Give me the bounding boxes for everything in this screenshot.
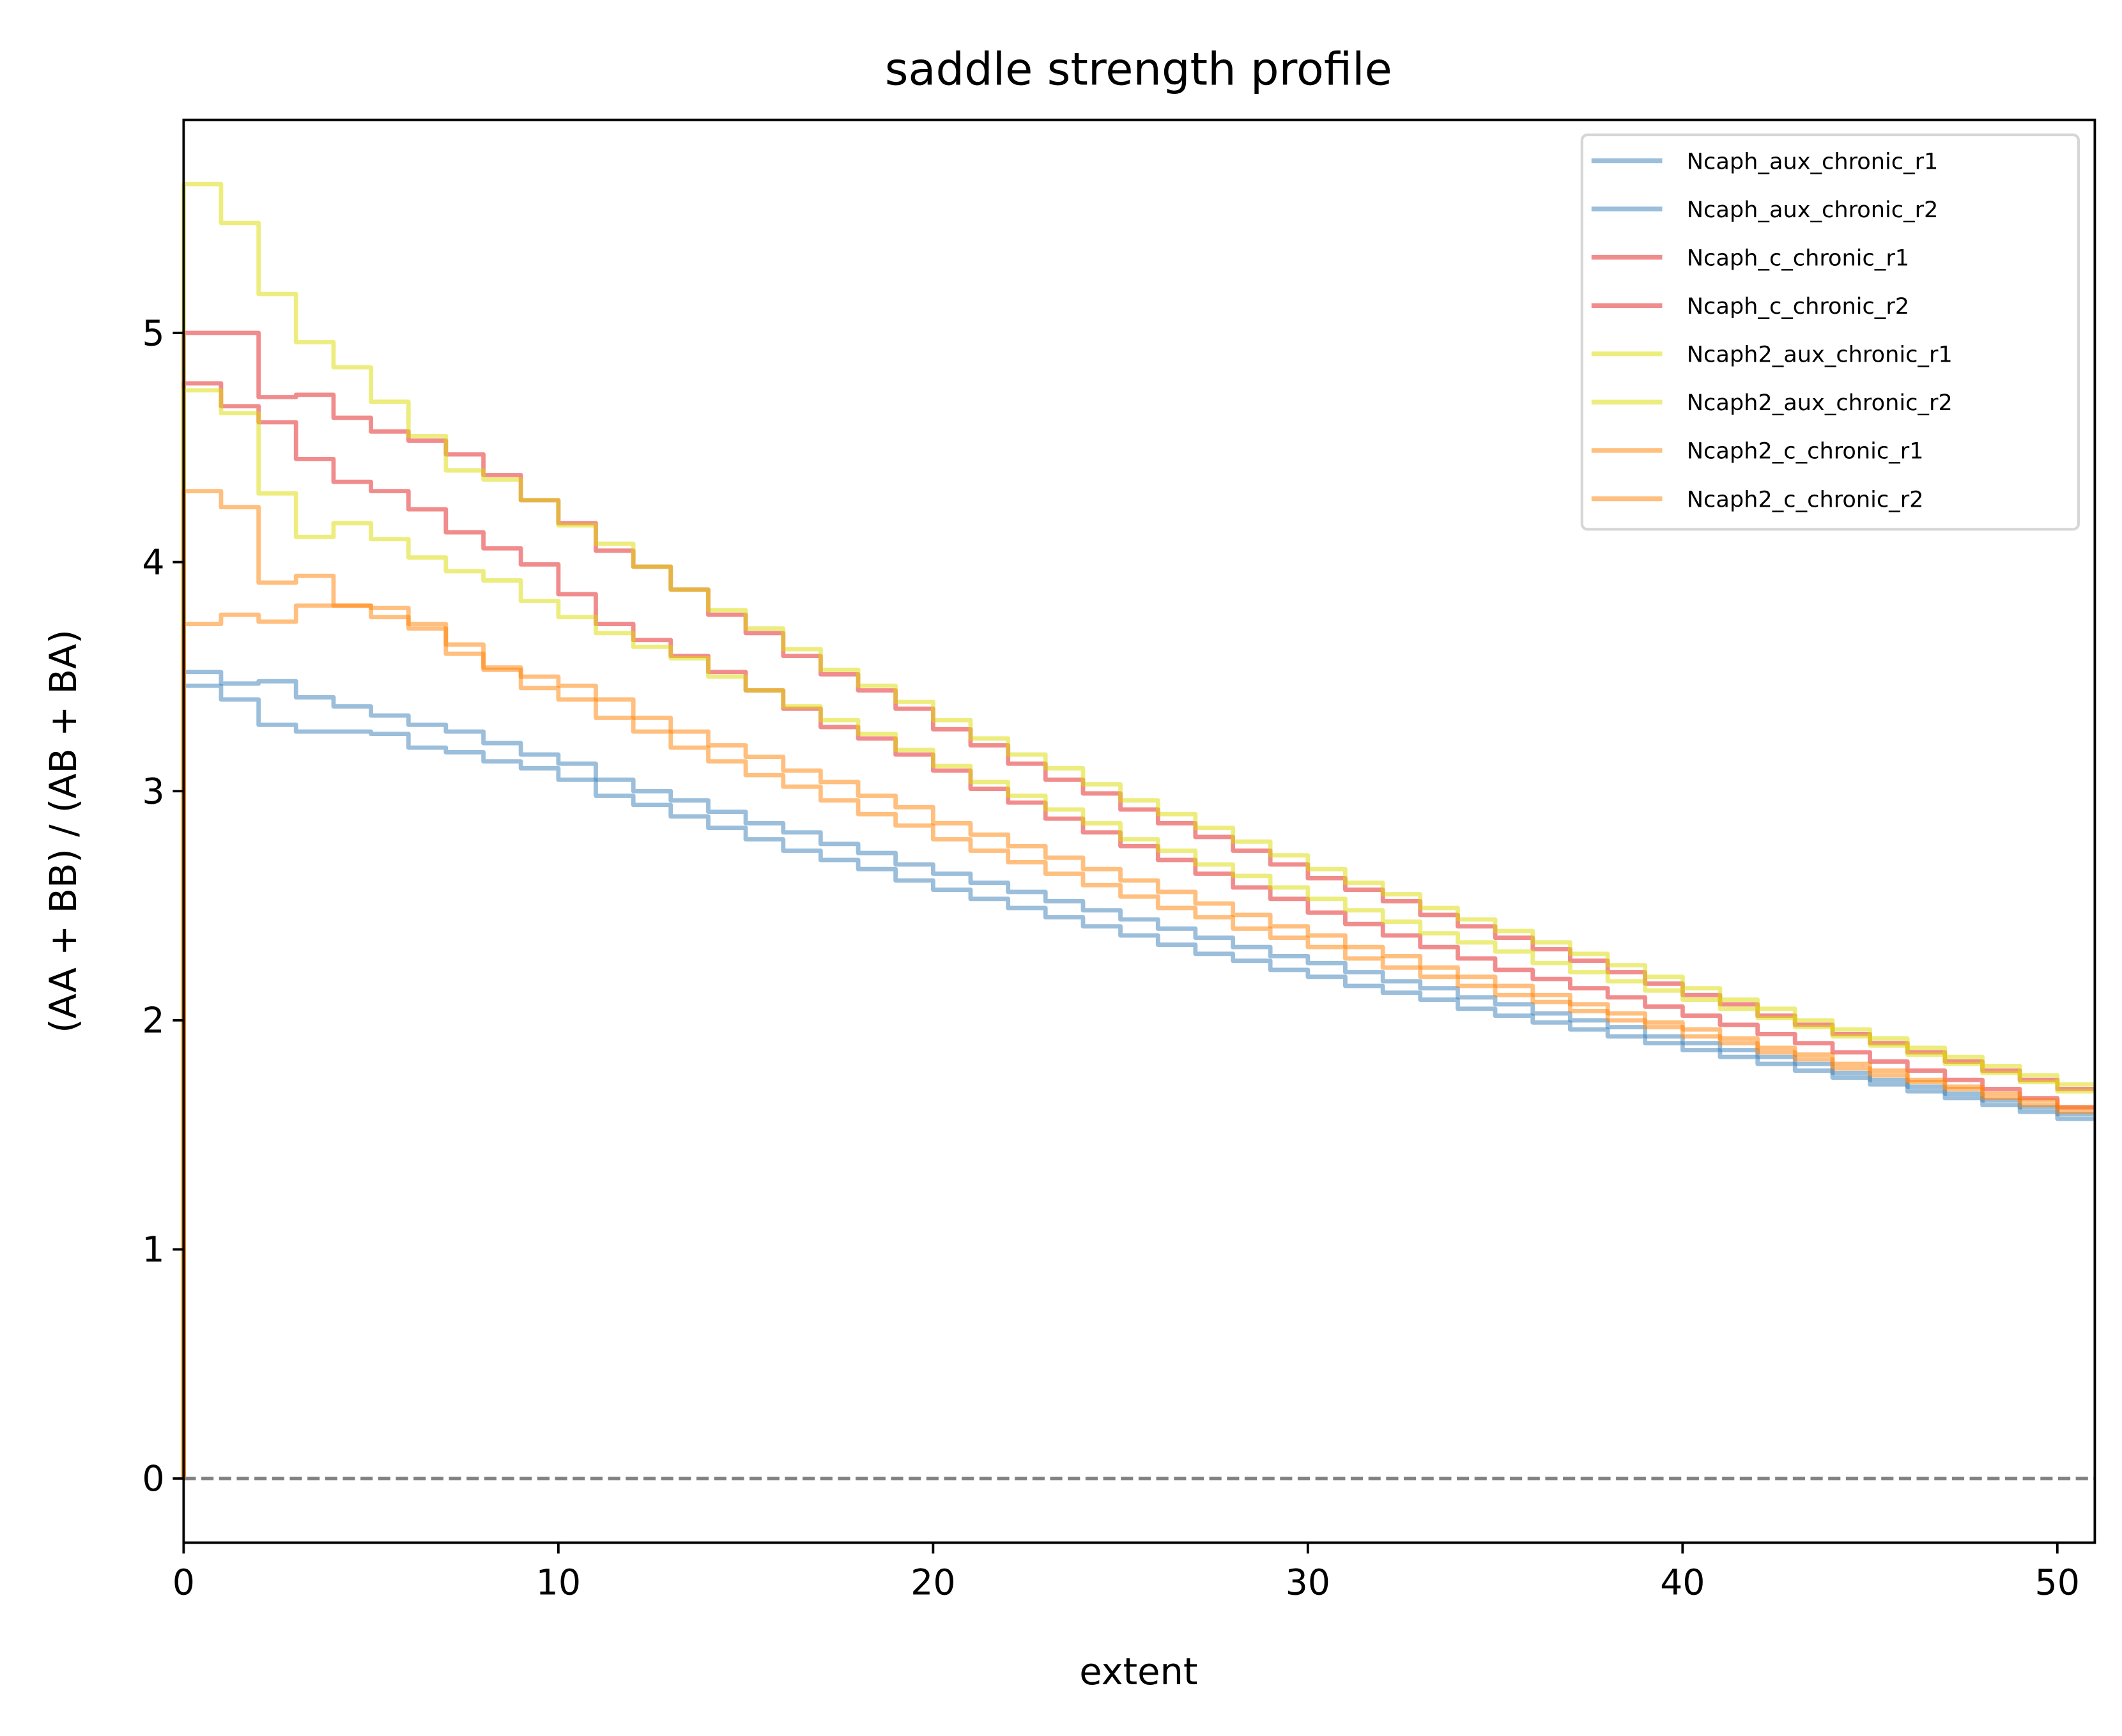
axes-frame [182, 118, 2096, 1544]
legend-item: Ncaph_c_chronic_r1 [1591, 245, 1909, 271]
legend-label: Ncaph2_c_chronic_r1 [1687, 438, 1924, 465]
legend-item: Ncaph2_aux_chronic_r1 [1591, 342, 1953, 368]
legend-label: Ncaph_c_chronic_r2 [1687, 293, 1909, 319]
plot-area [181, 181, 2095, 1480]
series-line-ncaph-aux-chronic-r2 [181, 683, 2095, 1479]
legend-item: Ncaph_c_chronic_r2 [1591, 293, 1909, 319]
legend-frame [1580, 133, 2080, 531]
y-axis: 0 1 2 3 4 5 [142, 313, 184, 1500]
x-tick-label: 10 [536, 1562, 581, 1603]
x-tick-label: 20 [911, 1562, 955, 1603]
legend-label: Ncaph_aux_chronic_r2 [1687, 197, 1939, 223]
x-tick-label: 0 [173, 1562, 195, 1603]
legend-label: Ncaph2_aux_chronic_r2 [1687, 390, 1953, 416]
legend-item: Ncaph2_c_chronic_r1 [1591, 438, 1924, 465]
x-tick-label: 50 [2035, 1562, 2080, 1603]
x-axis-label: extent [1079, 1650, 1197, 1693]
x-axis: 0 10 20 30 40 50 [173, 1542, 2080, 1603]
legend-item: Ncaph_aux_chronic_r2 [1591, 197, 1939, 223]
legend: Ncaph_aux_chronic_r1 Ncaph_aux_chronic_r2… [1580, 133, 2080, 531]
series-line-ncaph-c-chronic-r1 [181, 330, 2095, 1479]
series-group [181, 181, 2095, 1479]
legend-item: Ncaph2_aux_chronic_r2 [1591, 390, 1953, 416]
legend-label: Ncaph_c_chronic_r1 [1687, 245, 1909, 271]
x-tick-label: 40 [1660, 1562, 1705, 1603]
legend-label: Ncaph_aux_chronic_r1 [1687, 148, 1939, 174]
legend-label: Ncaph2_c_chronic_r2 [1687, 486, 1924, 512]
series-line-ncaph-c-chronic-r2 [181, 381, 2095, 1479]
y-tick-label: 2 [142, 1001, 164, 1041]
series-line-ncaph2-c-chronic-r2 [181, 603, 2095, 1479]
y-tick-label: 5 [142, 313, 164, 354]
y-axis-label: (AA + BB) / (AB + BA) [42, 629, 85, 1033]
y-tick-label: 3 [142, 771, 164, 812]
x-tick-label: 30 [1286, 1562, 1330, 1603]
legend-label: Ncaph2_aux_chronic_r1 [1687, 342, 1953, 368]
chart-title: saddle strength profile [885, 43, 1392, 95]
legend-item: Ncaph_aux_chronic_r1 [1591, 148, 1939, 174]
y-tick-label: 4 [142, 542, 164, 583]
y-tick-label: 1 [142, 1230, 164, 1271]
y-tick-label: 0 [142, 1459, 164, 1500]
series-line-ncaph2-aux-chronic-r2 [181, 388, 2095, 1479]
legend-item: Ncaph2_c_chronic_r2 [1591, 486, 1924, 512]
